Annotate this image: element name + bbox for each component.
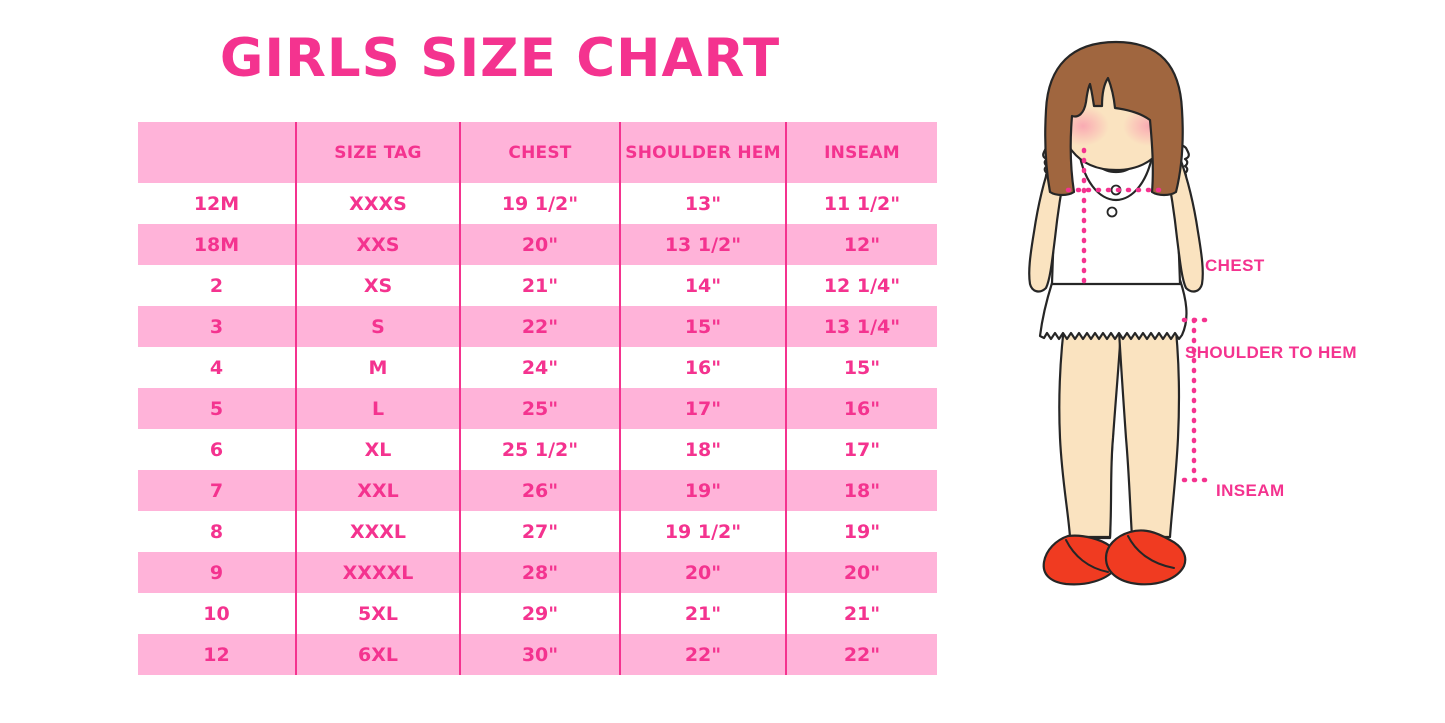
table-row: 6 XL 25 1/2" 18" 17" <box>138 429 937 470</box>
cell-inseam: 15" <box>785 347 937 388</box>
cell-size-tag: L <box>295 388 460 429</box>
cell-chest: 22" <box>459 306 620 347</box>
table-body: 12M XXXS 19 1/2" 13" 11 1/2" 18M XXS 20"… <box>138 183 937 675</box>
cell-inseam: 17" <box>785 429 937 470</box>
left-shoe-strap <box>1065 539 1109 573</box>
cell-inseam: 22" <box>785 634 937 675</box>
cell-inseam: 18" <box>785 470 937 511</box>
table-row: 3 S 22" 15" 13 1/4" <box>138 306 937 347</box>
cell-shoulder-hem: 21" <box>619 593 786 634</box>
hair <box>1044 40 1184 197</box>
cell-inseam: 16" <box>785 388 937 429</box>
cell-shoulder-hem: 16" <box>619 347 786 388</box>
cell-inseam: 21" <box>785 593 937 634</box>
cell-size: 8 <box>138 511 296 552</box>
cell-size: 3 <box>138 306 296 347</box>
cell-shoulder-hem: 13" <box>619 183 786 224</box>
table-row: 9 XXXXL 28" 20" 20" <box>138 552 937 593</box>
cell-inseam: 12 1/4" <box>785 265 937 306</box>
cell-size-tag: 6XL <box>295 634 460 675</box>
cell-size: 12 <box>138 634 296 675</box>
column-header-shoulder-hem: SHOULDER HEM <box>619 122 786 183</box>
table-row: 10 5XL 29" 21" 21" <box>138 593 937 634</box>
table-row: 2 XS 21" 14" 12 1/4" <box>138 265 937 306</box>
cell-shoulder-hem: 15" <box>619 306 786 347</box>
cell-size-tag: XXL <box>295 470 460 511</box>
cell-chest: 26" <box>459 470 620 511</box>
cell-size: 2 <box>138 265 296 306</box>
cell-shoulder-hem: 17" <box>619 388 786 429</box>
cell-chest: 24" <box>459 347 620 388</box>
cell-size-tag: XXXXL <box>295 552 460 593</box>
page-title: GIRLS SIZE CHART <box>219 28 781 89</box>
cell-size: 9 <box>138 552 296 593</box>
blouse-button-lower <box>1106 206 1118 218</box>
table-row: 7 XXL 26" 19" 18" <box>138 470 937 511</box>
column-header-size-tag: SIZE TAG <box>295 122 460 183</box>
cell-size-tag: 5XL <box>295 593 460 634</box>
cell-inseam: 12" <box>785 224 937 265</box>
cell-chest: 21" <box>459 265 620 306</box>
cell-size-tag: XS <box>295 265 460 306</box>
column-header-inseam: INSEAM <box>785 122 937 183</box>
table-row: 12 6XL 30" 22" 22" <box>138 634 937 675</box>
measurement-label-shoulder-to-hem: SHOULDER TO HEM <box>1185 343 1357 362</box>
cell-size-tag: XL <box>295 429 460 470</box>
cell-size-tag: S <box>295 306 460 347</box>
cell-size: 12M <box>138 183 296 224</box>
cell-shoulder-hem: 19 1/2" <box>619 511 786 552</box>
size-chart-table: SIZE TAG CHEST SHOULDER HEM INSEAM 12M X… <box>138 122 937 675</box>
cell-size-tag: XXXL <box>295 511 460 552</box>
table-row: 4 M 24" 16" 15" <box>138 347 937 388</box>
table-row: 18M XXS 20" 13 1/2" 12" <box>138 224 937 265</box>
cell-chest: 27" <box>459 511 620 552</box>
cell-size: 4 <box>138 347 296 388</box>
column-header-size <box>138 122 296 183</box>
cell-size: 7 <box>138 470 296 511</box>
table-row: 12M XXXS 19 1/2" 13" 11 1/2" <box>138 183 937 224</box>
cell-size-tag: XXS <box>295 224 460 265</box>
cell-shoulder-hem: 13 1/2" <box>619 224 786 265</box>
skirt <box>1038 278 1188 341</box>
cell-chest: 25 1/2" <box>459 429 620 470</box>
cell-chest: 28" <box>459 552 620 593</box>
table-row: 5 L 25" 17" 16" <box>138 388 937 429</box>
cell-shoulder-hem: 20" <box>619 552 786 593</box>
cell-size: 10 <box>138 593 296 634</box>
cell-inseam: 11 1/2" <box>785 183 937 224</box>
cell-chest: 30" <box>459 634 620 675</box>
cell-shoulder-hem: 22" <box>619 634 786 675</box>
cell-size: 6 <box>138 429 296 470</box>
table-header-row: SIZE TAG CHEST SHOULDER HEM INSEAM <box>138 122 937 183</box>
column-header-chest: CHEST <box>459 122 620 183</box>
cell-inseam: 20" <box>785 552 937 593</box>
measurement-label-inseam: INSEAM <box>1216 481 1285 500</box>
cell-chest: 19 1/2" <box>459 183 620 224</box>
cell-shoulder-hem: 18" <box>619 429 786 470</box>
cell-inseam: 13 1/4" <box>785 306 937 347</box>
measurement-label-chest: CHEST <box>1205 256 1265 275</box>
cell-shoulder-hem: 14" <box>619 265 786 306</box>
cell-chest: 29" <box>459 593 620 634</box>
cell-shoulder-hem: 19" <box>619 470 786 511</box>
girl-figure-illustration <box>960 40 1445 723</box>
cell-inseam: 19" <box>785 511 937 552</box>
right-leg-shape <box>1116 310 1181 539</box>
cell-chest: 20" <box>459 224 620 265</box>
right-shoe-strap <box>1127 535 1175 569</box>
cell-size-tag: XXXS <box>295 183 460 224</box>
left-leg-shape <box>1058 308 1124 539</box>
table-row: 8 XXXL 27" 19 1/2" 19" <box>138 511 937 552</box>
cell-size-tag: M <box>295 347 460 388</box>
cell-size: 18M <box>138 224 296 265</box>
cell-size: 5 <box>138 388 296 429</box>
cell-chest: 25" <box>459 388 620 429</box>
